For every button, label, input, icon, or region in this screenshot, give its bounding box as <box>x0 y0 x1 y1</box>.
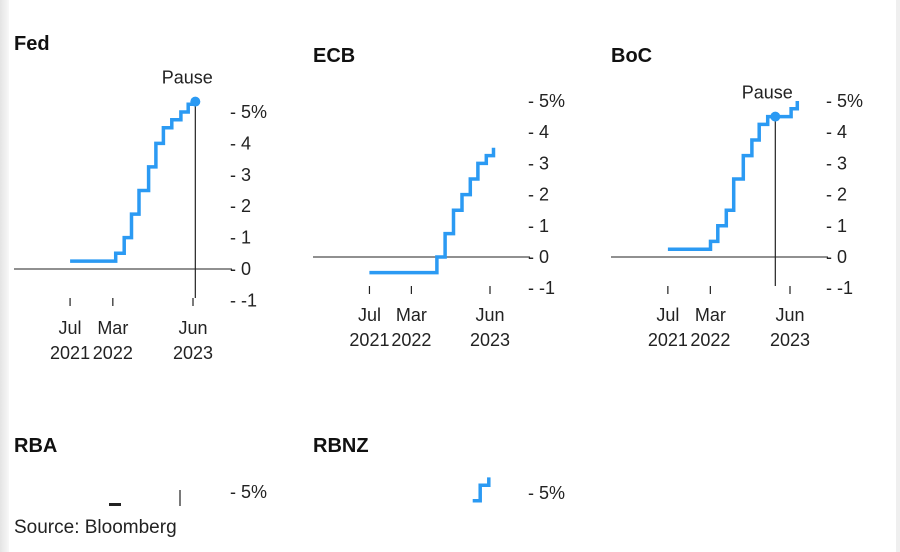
y-tick-label: - 2 <box>528 185 549 205</box>
y-tick-label: - 1 <box>826 216 847 236</box>
chart-title: BoC <box>611 45 652 67</box>
chart-title: ECB <box>313 45 355 67</box>
source-note: Source: Bloomberg <box>14 517 177 538</box>
y-tick-label: - 0 <box>826 247 847 267</box>
y-tick-label: - -1 <box>826 278 853 298</box>
x-tick-label: Jul <box>358 305 381 325</box>
y-tick-label: - 5% <box>230 482 267 502</box>
series-line <box>369 147 496 275</box>
x-tick-label: 2021 <box>349 330 389 350</box>
x-tick-label: Jun <box>475 305 504 325</box>
y-tick-label: - 4 <box>528 122 549 142</box>
x-tick-label: Jun <box>775 305 804 325</box>
y-tick-label: - 3 <box>230 165 251 185</box>
y-tick-label: - -1 <box>230 290 257 310</box>
x-tick-label: Jul <box>59 318 82 338</box>
series-line <box>70 101 198 263</box>
y-tick-label: - -1 <box>528 278 555 298</box>
y-tick-label: - 1 <box>230 228 251 248</box>
x-tick-label: 2023 <box>173 343 213 363</box>
series-line <box>472 477 491 503</box>
chart-title: RBNZ <box>313 435 369 457</box>
y-tick-label: - 1 <box>528 216 549 236</box>
y-tick-label: - 0 <box>528 247 549 267</box>
y-tick-label: - 3 <box>528 153 549 173</box>
left-edge-shade <box>0 0 9 552</box>
y-tick-label: - 5% <box>528 483 565 503</box>
x-tick-label: 2021 <box>648 330 688 350</box>
y-tick-label: - 2 <box>826 185 847 205</box>
x-tick-label: 2022 <box>690 330 730 350</box>
y-tick-label: - 5% <box>230 102 267 122</box>
x-tick-label: 2022 <box>93 343 133 363</box>
x-tick-label: Jun <box>178 318 207 338</box>
y-tick-label: - 3 <box>826 153 847 173</box>
pause-marker <box>190 96 201 107</box>
y-tick-label: - 5% <box>528 91 565 111</box>
chart-title: RBA <box>14 435 57 457</box>
pause-label: Pause <box>162 68 213 88</box>
series-line <box>667 101 800 251</box>
x-tick-label: Mar <box>695 305 726 325</box>
y-tick-label: - 2 <box>230 196 251 216</box>
x-tick-label: 2022 <box>391 330 431 350</box>
y-tick-label: - 0 <box>230 259 251 279</box>
x-tick-label: 2021 <box>50 343 90 363</box>
pause-label: Pause <box>742 83 793 103</box>
chart-title: Fed <box>14 33 50 55</box>
x-tick-label: 2023 <box>470 330 510 350</box>
pause-marker <box>770 111 781 122</box>
y-tick-label: - 4 <box>826 122 847 142</box>
y-tick-label: - 5% <box>826 91 863 111</box>
x-tick-label: Mar <box>97 318 128 338</box>
right-edge-shade <box>896 0 900 552</box>
pause-label-fragment <box>109 503 121 506</box>
y-tick-label: - 4 <box>230 133 251 153</box>
x-tick-label: 2023 <box>770 330 810 350</box>
x-tick-label: Mar <box>396 305 427 325</box>
x-tick-label: Jul <box>656 305 679 325</box>
